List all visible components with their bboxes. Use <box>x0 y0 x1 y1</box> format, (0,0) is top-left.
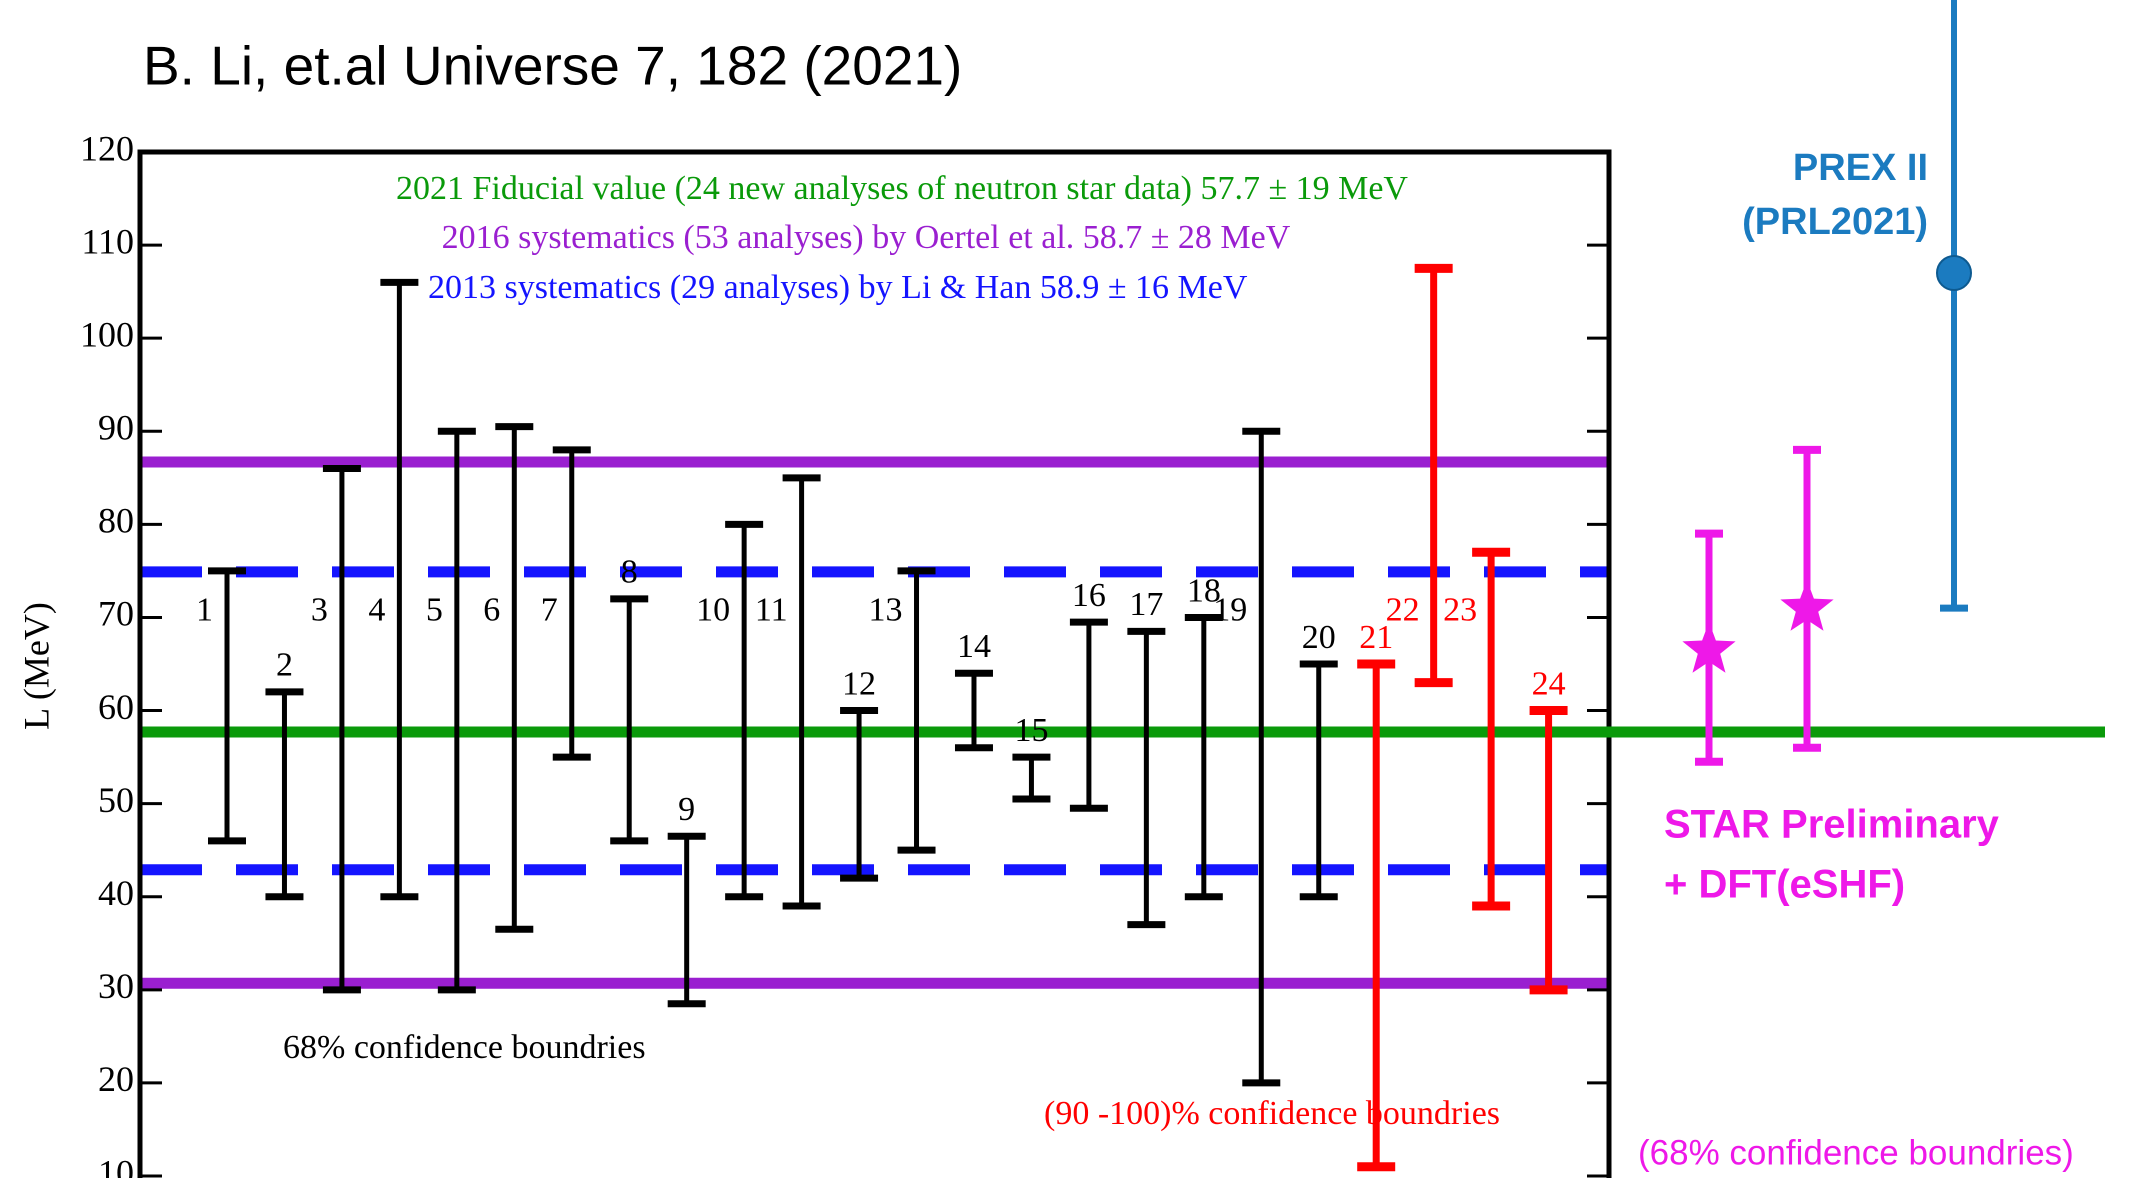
bar-label: 2 <box>276 647 293 684</box>
line-annotation: 2016 systematics (53 analyses) by Oertel… <box>442 219 1291 256</box>
bar-label: 23 <box>1443 592 1477 629</box>
bar-label: 19 <box>1213 592 1247 629</box>
y-tick-label: 120 <box>80 128 134 168</box>
bar-label: 4 <box>368 592 385 629</box>
bar-label: 3 <box>311 592 328 629</box>
external-label: (PRL2021) <box>1742 201 1928 243</box>
y-axis-label: L (MeV) <box>16 602 56 730</box>
bar-label: 8 <box>621 554 638 591</box>
bar-label: 21 <box>1359 619 1393 656</box>
bar-label: 24 <box>1532 665 1566 702</box>
bar-label: 16 <box>1072 577 1106 614</box>
bar-label: 7 <box>541 592 558 629</box>
y-tick-label: 90 <box>98 408 134 448</box>
bar-label: 1 <box>196 592 213 629</box>
y-tick-label: 100 <box>80 314 134 354</box>
bar-label: 17 <box>1129 586 1163 623</box>
bar-label: 12 <box>842 665 876 702</box>
external-label: + DFT(eSHF) <box>1664 863 1905 907</box>
star-marker <box>1682 622 1736 673</box>
plot-frame <box>137 149 1612 1178</box>
y-tick-label: 50 <box>98 780 134 820</box>
bar-label: 5 <box>426 592 443 629</box>
bar-label: 14 <box>957 628 991 665</box>
y-tick-label: 30 <box>98 966 134 1006</box>
y-tick-label: 40 <box>98 873 134 913</box>
bar-label: 20 <box>1302 619 1336 656</box>
external-label: PREX II <box>1793 147 1928 189</box>
y-tick-label: 20 <box>98 1059 134 1099</box>
bar-label: 22 <box>1386 592 1420 629</box>
bar-label: 11 <box>755 592 788 629</box>
external-note: (68% confidence boundries) <box>1638 1133 2074 1172</box>
chart-title: B. Li, et.al Universe 7, 182 (2021) <box>143 35 962 97</box>
bar-label: 13 <box>869 592 903 629</box>
y-tick-label: 60 <box>98 687 134 727</box>
star-marker <box>1780 580 1834 631</box>
line-annotation: 2021 Fiducial value (24 new analyses of … <box>396 170 1408 207</box>
bar-label: 15 <box>1014 712 1048 749</box>
bar-label: 9 <box>678 791 695 828</box>
line-annotation: 2013 systematics (29 analyses) by Li & H… <box>428 269 1248 306</box>
annotation: 68% confidence boundries <box>283 1029 646 1066</box>
external-label: STAR Preliminary <box>1664 803 2000 847</box>
y-tick-label: 80 <box>98 501 134 541</box>
y-tick-label: 10 <box>98 1152 134 1178</box>
bar-label: 18 <box>1187 572 1221 609</box>
bar-label: 10 <box>696 592 730 629</box>
y-tick-label: 110 <box>81 221 134 261</box>
annotation: (90 -100)% confidence boundries <box>1044 1095 1500 1132</box>
circle-marker <box>1936 255 1972 292</box>
y-tick-label: 70 <box>98 594 134 634</box>
bar-label: 6 <box>483 592 500 629</box>
